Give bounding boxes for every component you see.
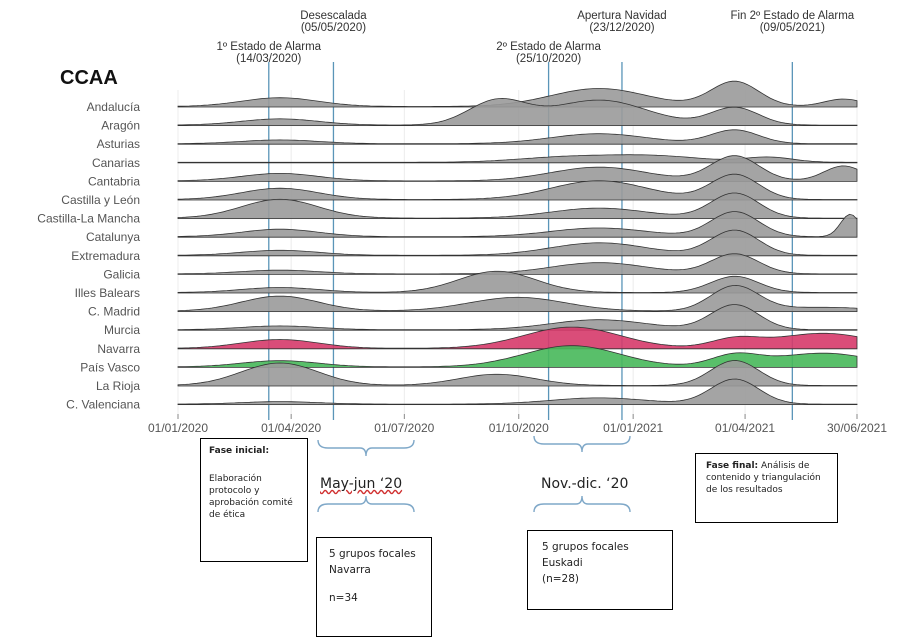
ridge-c-valenciana bbox=[177, 378, 858, 405]
euskadi-n: (n=28) bbox=[542, 573, 580, 585]
row-label: Illes Balears bbox=[75, 286, 140, 300]
ridge-castilla-y-le-n bbox=[177, 173, 858, 201]
x-tick-label: 01/07/2020 bbox=[374, 421, 434, 435]
row-label: Extremadura bbox=[71, 249, 140, 263]
x-tick-label: 30/06/2021 bbox=[827, 421, 887, 435]
ridge-asturias bbox=[177, 129, 858, 145]
row-label: Murcia bbox=[104, 323, 140, 337]
ridge-navarra bbox=[177, 326, 858, 350]
ridge-cantabria bbox=[177, 155, 858, 182]
row-label: C. Valenciana bbox=[66, 398, 140, 412]
fase-final-body: Análisis de contenido y triangulación de… bbox=[706, 461, 821, 495]
row-label: Andalucía bbox=[87, 100, 141, 114]
navarra-groups-box: 5 grupos focales Navarra n=34 bbox=[316, 537, 432, 637]
event-date: (25/10/2020) bbox=[516, 53, 581, 65]
row-label: Canarias bbox=[92, 156, 140, 170]
event-label: Fin 2º Estado de Alarma bbox=[730, 10, 854, 22]
event-date: (05/05/2020) bbox=[301, 22, 366, 34]
chart-title: CCAA bbox=[60, 67, 118, 89]
row-label: País Vasco bbox=[80, 360, 140, 374]
event-label: Apertura Navidad bbox=[577, 10, 667, 22]
fase-inicial-title: Fase inicial: bbox=[209, 446, 270, 456]
ridges bbox=[177, 80, 858, 405]
ridge-extremadura bbox=[177, 229, 858, 257]
x-tick-label: 01/04/2021 bbox=[715, 421, 775, 435]
fase-inicial-body: Elaboración protocolo y aprobación comit… bbox=[209, 474, 293, 520]
ridge-arag-n bbox=[177, 97, 858, 126]
event-date: (09/05/2021) bbox=[760, 22, 825, 34]
ridge-la-rioja bbox=[177, 360, 858, 387]
brace-nov-dic-bottom bbox=[533, 495, 631, 513]
row-label: C. Madrid bbox=[88, 305, 140, 319]
event-date: (23/12/2020) bbox=[589, 22, 654, 34]
row-label: Cantabria bbox=[88, 174, 140, 188]
euskadi-groups-text: 5 grupos focales Euskadi bbox=[542, 541, 629, 569]
may-jun-label: May-jun ‘20 bbox=[320, 476, 402, 492]
ridge-canarias bbox=[177, 154, 858, 164]
row-labels: Andalucía Aragón Asturias Canarias Cantabria… bbox=[37, 100, 140, 412]
ridge-pa-s-vasco bbox=[177, 345, 858, 368]
euskadi-groups-box: 5 grupos focales Euskadi (n=28) bbox=[527, 530, 673, 610]
ridge-castilla-la-mancha bbox=[177, 192, 858, 219]
event-label: Desescalada bbox=[300, 10, 367, 22]
row-label: Galicia bbox=[103, 267, 140, 281]
row-label: Navarra bbox=[97, 342, 140, 356]
ridge-c-madrid bbox=[177, 284, 858, 312]
fase-final-box: Fase final: Análisis de contenido y tria… bbox=[695, 453, 838, 523]
event-label: 2º Estado de Alarma bbox=[496, 41, 601, 53]
timeline-braces bbox=[317, 435, 631, 513]
x-tick-label: 01/10/2020 bbox=[489, 421, 549, 435]
brace-may-jun-top bbox=[317, 439, 415, 457]
may-jun-text: May-jun ‘20 bbox=[320, 476, 403, 492]
row-label: Castilla y León bbox=[61, 193, 140, 207]
navarra-groups-text: 5 grupos focales Navarra bbox=[329, 548, 416, 576]
x-tick-label: 01/01/2021 bbox=[603, 421, 663, 435]
row-label: La Rioja bbox=[96, 379, 140, 393]
row-label: Catalunya bbox=[86, 230, 140, 244]
x-tick-label: 01/01/2020 bbox=[148, 421, 208, 435]
row-label: Asturias bbox=[97, 137, 140, 151]
x-tick-label: 01/04/2020 bbox=[261, 421, 321, 435]
row-label: Aragón bbox=[101, 119, 140, 133]
x-axis: 01/01/2020 01/04/2020 01/07/2020 01/10/2020… bbox=[148, 414, 887, 435]
ridge-catalunya bbox=[177, 211, 858, 238]
ridge-illes-balears bbox=[177, 270, 858, 294]
ridge-murcia bbox=[177, 304, 858, 331]
nov-dic-label: Nov.-dic. ‘20 bbox=[541, 476, 629, 492]
navarra-n: n=34 bbox=[329, 592, 358, 604]
fase-final-title: Fase final: bbox=[706, 461, 759, 471]
row-label: Castilla-La Mancha bbox=[37, 212, 140, 226]
event-label: 1º Estado de Alarma bbox=[216, 41, 321, 53]
fase-inicial-box: Fase inicial: Elaboración protocolo y ap… bbox=[200, 438, 308, 562]
ridge-galicia bbox=[177, 253, 858, 275]
event-date: (14/03/2020) bbox=[236, 53, 301, 65]
brace-may-jun-bottom bbox=[317, 495, 415, 513]
event-labels: 1º Estado de Alarma(14/03/2020) Desescala… bbox=[216, 10, 854, 65]
brace-nov-dic-top bbox=[533, 435, 631, 453]
